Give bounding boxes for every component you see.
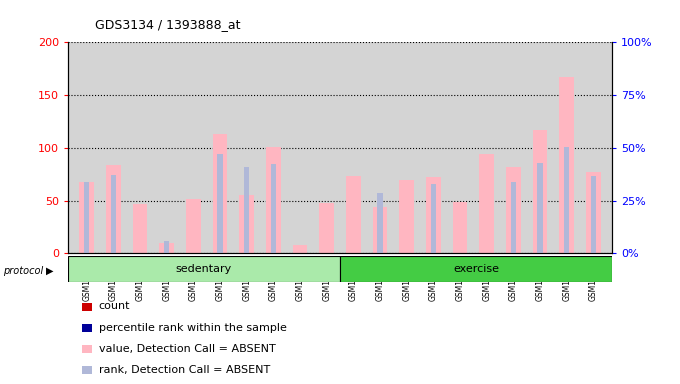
Bar — [591, 176, 596, 253]
Bar — [84, 182, 89, 253]
Text: count: count — [99, 301, 130, 311]
Bar — [239, 195, 254, 253]
Bar — [106, 165, 120, 253]
Bar — [560, 77, 574, 253]
Bar — [453, 202, 467, 253]
Bar — [68, 256, 340, 282]
Bar — [111, 175, 116, 253]
Text: exercise: exercise — [453, 264, 499, 274]
Text: rank, Detection Call = ABSENT: rank, Detection Call = ABSENT — [99, 365, 270, 375]
Bar — [320, 203, 334, 253]
Bar — [186, 199, 201, 253]
Bar — [537, 163, 543, 253]
Bar — [564, 147, 569, 253]
Bar — [292, 245, 307, 253]
Text: percentile rank within the sample: percentile rank within the sample — [99, 323, 286, 333]
Text: ▶: ▶ — [46, 266, 54, 276]
Bar — [430, 184, 436, 253]
Bar — [244, 167, 250, 253]
Text: GDS3134 / 1393888_at: GDS3134 / 1393888_at — [95, 18, 241, 31]
Text: value, Detection Call = ABSENT: value, Detection Call = ABSENT — [99, 344, 275, 354]
Text: protocol: protocol — [3, 266, 44, 276]
Bar — [377, 193, 383, 253]
Bar — [346, 176, 360, 253]
Bar — [271, 164, 276, 253]
Bar — [373, 207, 388, 253]
Bar — [266, 147, 281, 253]
Bar — [511, 182, 516, 253]
Bar — [479, 154, 494, 253]
Bar — [340, 256, 612, 282]
Bar — [213, 134, 227, 253]
Bar — [586, 172, 600, 253]
Bar — [218, 154, 222, 253]
Bar — [159, 243, 174, 253]
Bar — [506, 167, 521, 253]
Bar — [80, 182, 94, 253]
Bar — [532, 130, 547, 253]
Text: sedentary: sedentary — [176, 264, 232, 274]
Bar — [399, 180, 414, 253]
Bar — [164, 241, 169, 253]
Bar — [426, 177, 441, 253]
Bar — [133, 204, 148, 253]
